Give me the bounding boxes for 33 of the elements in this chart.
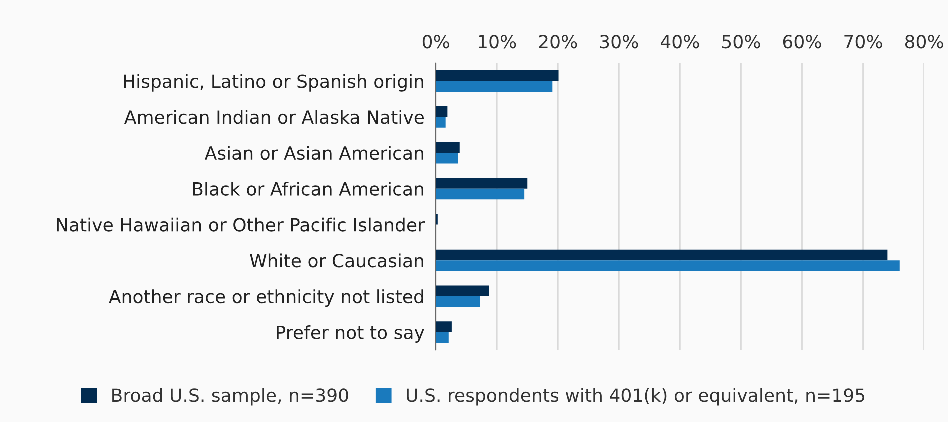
legend-label: U.S. respondents with 401(k) or equivalent, n=195 [407, 388, 865, 406]
x-tick-label: 30% [600, 35, 638, 49]
x-tick-label: 60% [783, 35, 822, 49]
y-tick-label: Asian or Asian American [204, 146, 424, 160]
bar [436, 260, 900, 272]
y-tick-label: American Indian or Alaska Native [124, 110, 424, 124]
x-tick-label: 0% [422, 35, 450, 49]
bar [436, 70, 559, 82]
y-tick-label: Prefer not to say [277, 325, 424, 343]
x-tick-label: 50% [722, 35, 760, 49]
x-tick-label: 80% [905, 35, 944, 49]
bar [436, 332, 449, 344]
bar [436, 117, 446, 128]
bar [436, 286, 490, 296]
bar [436, 81, 553, 92]
bar [436, 188, 525, 200]
x-tick-label: 10% [479, 35, 516, 49]
bar [436, 178, 528, 189]
y-tick-label: White or Caucasian [250, 254, 424, 268]
legend-label: Broad U.S. sample, n=390 [112, 388, 348, 406]
y-tick-label: Hispanic, Latino or Spanish origin [124, 74, 424, 92]
x-tick-label: 20% [539, 35, 578, 49]
bar [436, 152, 458, 164]
y-tick-label: Native Hawaiian or Other Pacific Islander [57, 218, 425, 232]
x-tick-label: 70% [844, 35, 882, 49]
x-tick-label: 40% [661, 35, 700, 49]
bar [436, 322, 452, 332]
bar [436, 106, 448, 118]
y-tick-label: Another race or ethnicity not listed [109, 290, 424, 308]
bar [436, 250, 888, 261]
y-tick-label: Black or African American [193, 182, 424, 196]
bar [436, 296, 480, 308]
bar [436, 142, 460, 153]
